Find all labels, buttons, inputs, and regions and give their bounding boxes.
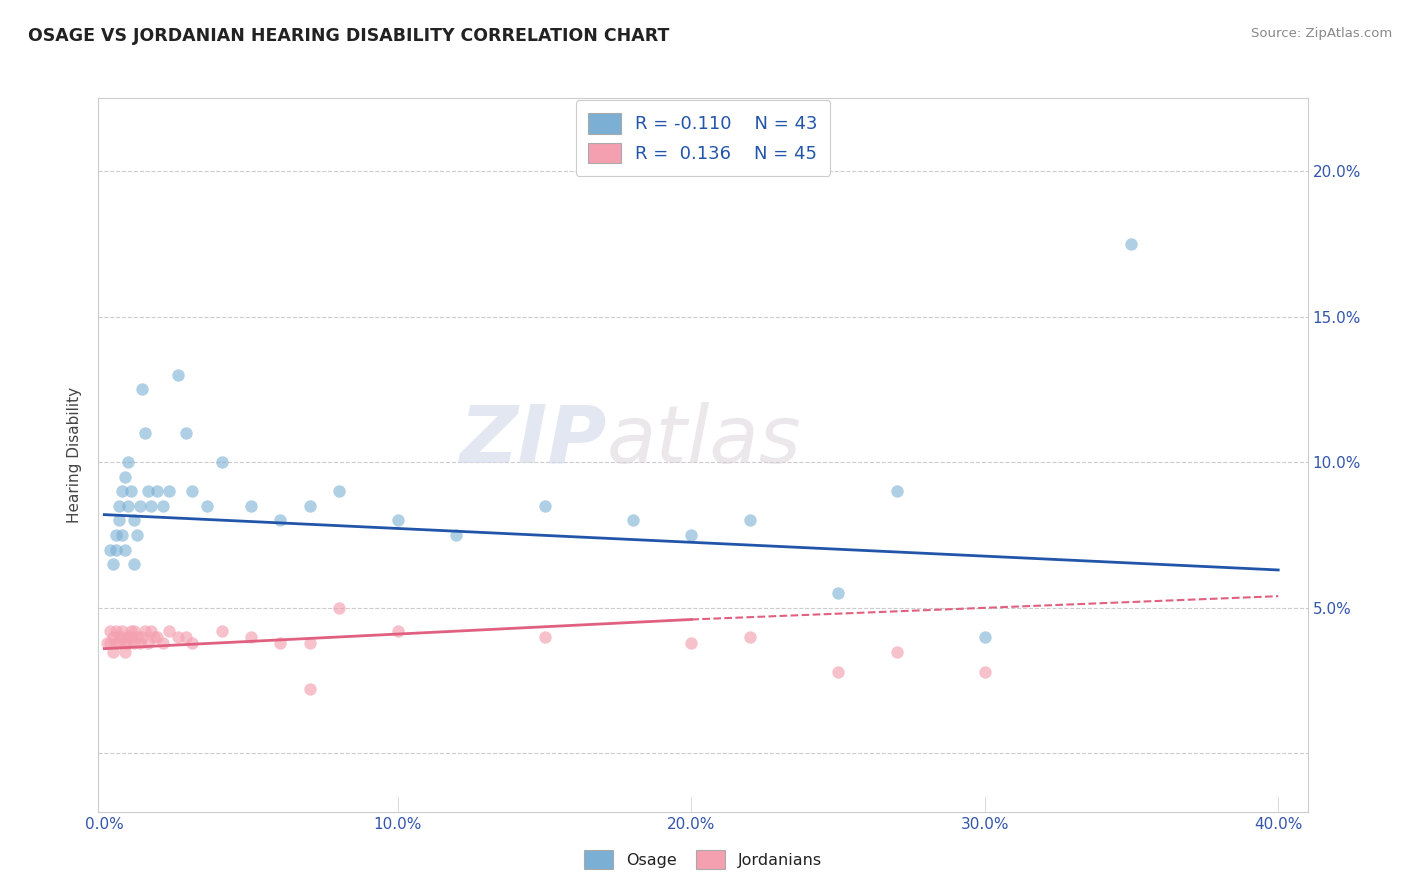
Point	[157, 624, 180, 639]
Point	[114, 644, 136, 658]
Point	[134, 624, 156, 639]
Text: Source: ZipAtlas.com: Source: ZipAtlas.com	[1251, 27, 1392, 40]
Point	[166, 368, 188, 382]
Point	[886, 484, 908, 499]
Point	[114, 542, 136, 557]
Point	[298, 682, 321, 697]
Point	[973, 665, 995, 679]
Point	[105, 542, 128, 557]
Point	[738, 630, 761, 644]
Point	[211, 455, 233, 469]
Point	[269, 636, 291, 650]
Point	[108, 636, 131, 650]
Point	[114, 636, 136, 650]
Point	[108, 499, 131, 513]
Point	[269, 513, 291, 527]
Point	[111, 484, 134, 499]
Point	[105, 636, 128, 650]
Point	[195, 499, 218, 513]
Point	[211, 624, 233, 639]
Point	[125, 528, 148, 542]
Point	[134, 426, 156, 441]
Point	[681, 528, 703, 542]
Point	[136, 484, 159, 499]
Point	[166, 630, 188, 644]
Point	[125, 630, 148, 644]
Point	[131, 630, 153, 644]
Point	[108, 513, 131, 527]
Point	[131, 383, 153, 397]
Point	[387, 513, 409, 527]
Point	[141, 624, 163, 639]
Point	[240, 499, 263, 513]
Point	[120, 484, 142, 499]
Point	[98, 624, 121, 639]
Point	[101, 630, 124, 644]
Point	[120, 624, 142, 639]
Point	[105, 528, 128, 542]
Point	[122, 636, 145, 650]
Point	[738, 513, 761, 527]
Point	[621, 513, 644, 527]
Point	[101, 644, 124, 658]
Point	[533, 499, 555, 513]
Point	[152, 499, 174, 513]
Point	[122, 513, 145, 527]
Point	[446, 528, 468, 542]
Point	[122, 624, 145, 639]
Point	[328, 484, 350, 499]
Point	[105, 624, 128, 639]
Point	[181, 636, 204, 650]
Point	[827, 586, 849, 600]
Point	[387, 624, 409, 639]
Point	[298, 499, 321, 513]
Point	[96, 636, 118, 650]
Text: ZIP: ZIP	[458, 401, 606, 480]
Text: atlas: atlas	[606, 401, 801, 480]
Point	[111, 528, 134, 542]
Point	[101, 557, 124, 571]
Point	[111, 630, 134, 644]
Point	[827, 665, 849, 679]
Point	[120, 630, 142, 644]
Point	[117, 636, 139, 650]
Point	[122, 557, 145, 571]
Point	[117, 499, 139, 513]
Point	[157, 484, 180, 499]
Point	[111, 624, 134, 639]
Point	[128, 499, 150, 513]
Point	[114, 469, 136, 483]
Point	[681, 636, 703, 650]
Point	[117, 455, 139, 469]
Y-axis label: Hearing Disability: Hearing Disability	[67, 387, 83, 523]
Point	[1121, 236, 1143, 251]
Point	[886, 644, 908, 658]
Point	[146, 484, 169, 499]
Point	[973, 630, 995, 644]
Point	[98, 636, 121, 650]
Point	[176, 426, 198, 441]
Point	[146, 630, 169, 644]
Point	[181, 484, 204, 499]
Point	[240, 630, 263, 644]
Point	[328, 600, 350, 615]
Point	[152, 636, 174, 650]
Point	[143, 630, 166, 644]
Point	[98, 542, 121, 557]
Legend: Osage, Jordanians: Osage, Jordanians	[578, 844, 828, 875]
Point	[128, 636, 150, 650]
Point	[117, 630, 139, 644]
Point	[298, 636, 321, 650]
Point	[136, 636, 159, 650]
Point	[108, 630, 131, 644]
Text: OSAGE VS JORDANIAN HEARING DISABILITY CORRELATION CHART: OSAGE VS JORDANIAN HEARING DISABILITY CO…	[28, 27, 669, 45]
Point	[141, 499, 163, 513]
Point	[176, 630, 198, 644]
Point	[533, 630, 555, 644]
